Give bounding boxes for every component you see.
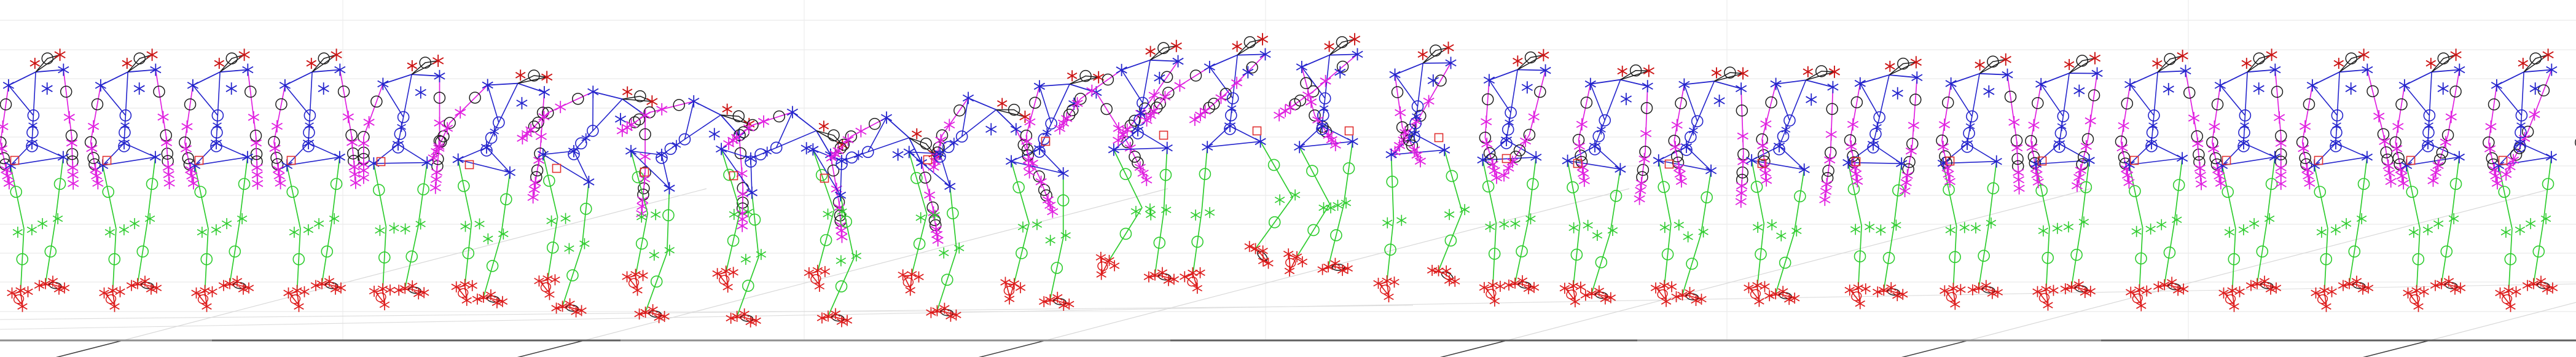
skeleton-figure-26 bbox=[2389, 49, 2466, 312]
skeleton-figure-22 bbox=[2025, 52, 2103, 311]
skeleton-figure-18 bbox=[1650, 66, 1750, 307]
grid-layer bbox=[0, 0, 2576, 340]
skeleton-figure-6 bbox=[517, 85, 658, 318]
skeleton-figure-5 bbox=[428, 69, 553, 308]
skeleton-figure-17 bbox=[1559, 64, 1654, 308]
skeleton-figure-28 bbox=[2575, 139, 2576, 146]
skeleton-figure-3 bbox=[268, 49, 361, 312]
skeleton-figure-23 bbox=[2115, 49, 2207, 312]
skeleton-figure-9 bbox=[804, 111, 944, 328]
skeleton-figure-27 bbox=[2483, 49, 2558, 312]
floor-layer bbox=[0, 188, 2576, 357]
skeleton-figure-1 bbox=[84, 49, 175, 312]
skeleton-figure-24 bbox=[2206, 49, 2287, 312]
skeleton-figure-21 bbox=[1936, 53, 2025, 310]
figures-layer bbox=[0, 33, 2576, 328]
skeleton-figure-20 bbox=[1842, 56, 1923, 310]
skeleton-figure-12 bbox=[1054, 39, 1184, 286]
skeleton-figure-14 bbox=[1274, 33, 1363, 277]
skeleton-figure-19 bbox=[1744, 65, 1841, 307]
skeleton-figure-11 bbox=[1000, 69, 1153, 311]
skeleton-figure-2 bbox=[179, 49, 264, 312]
skeleton-figure-10 bbox=[898, 92, 1059, 322]
skeleton-figure-15 bbox=[1373, 41, 1470, 303]
skeleton-figure-16 bbox=[1477, 49, 1551, 307]
skeleton-figure-25 bbox=[2296, 49, 2397, 312]
skeleton-figure-13 bbox=[1141, 33, 1301, 294]
skeleton-figure-4 bbox=[358, 54, 446, 310]
skeleton-figure-0 bbox=[0, 49, 79, 312]
